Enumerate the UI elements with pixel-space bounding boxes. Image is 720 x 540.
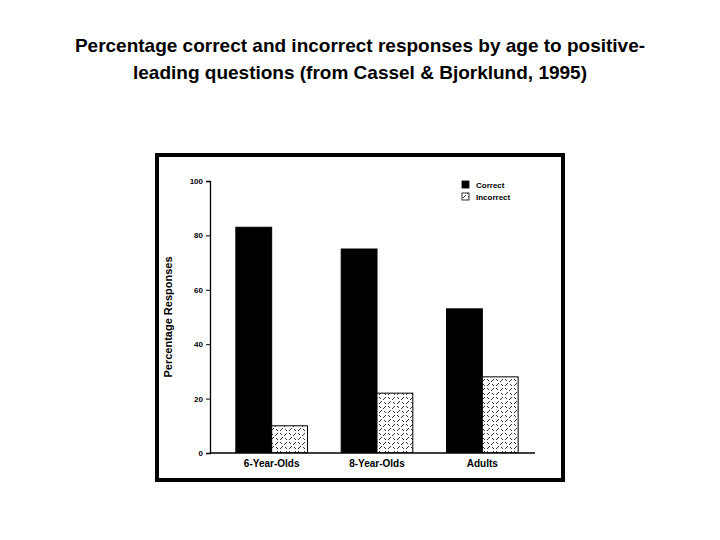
y-tick-mark (206, 235, 210, 236)
x-axis-line (210, 452, 535, 453)
y-tick: 0 (199, 449, 210, 458)
title-group: Percentage correct and incorrect respons… (75, 35, 645, 83)
y-tick-label: 0 (199, 449, 204, 458)
bar (482, 377, 518, 453)
y-tick-label: 20 (194, 395, 203, 404)
x-tick-label: Adults (467, 458, 499, 469)
y-axis: 0 20 40 60 80 100 (190, 177, 211, 458)
y-tick-mark (206, 453, 210, 454)
y-tick-label: 80 (194, 231, 203, 240)
y-tick-label: 40 (194, 340, 203, 349)
y-tick-mark (206, 344, 210, 345)
y-axis-title: Percentage Responses (162, 256, 174, 377)
y-tick: 60 (194, 286, 210, 295)
bar (272, 426, 308, 453)
legend-label: Correct (476, 181, 505, 190)
title: leading questions (from Cassel & Bjorklu… (133, 62, 587, 83)
legend-swatch (462, 181, 469, 188)
y-tick-mark (206, 181, 210, 182)
y-tick: 80 (194, 231, 210, 240)
y-axis-line (206, 182, 211, 454)
x-tick-label: 6-Year-Olds (244, 458, 300, 469)
legend: Correct Incorrect (462, 181, 511, 202)
x-axis: 6-Year-Olds 8-Year-Olds Adults (210, 453, 535, 469)
legend-swatch (462, 193, 469, 200)
y-tick: 20 (194, 395, 210, 404)
y-tick-mark (206, 399, 210, 400)
bars (236, 227, 518, 453)
title: Percentage correct and incorrect respons… (75, 35, 645, 56)
bar (236, 227, 272, 453)
x-tick: 8-Year-Olds (349, 453, 405, 469)
frame (157, 155, 563, 480)
y-tick: 100 (190, 177, 210, 186)
bar (447, 309, 483, 453)
x-tick: Adults (467, 453, 499, 469)
bar (377, 393, 413, 453)
y-tick-mark (206, 290, 210, 291)
chart: Percentage correct and incorrect respons… (0, 0, 720, 540)
bar (341, 249, 377, 453)
y-tick-label: 60 (194, 286, 203, 295)
y-tick-label: 100 (190, 177, 204, 186)
x-tick: 6-Year-Olds (244, 453, 300, 469)
y-tick: 40 (194, 340, 210, 349)
x-tick-label: 8-Year-Olds (349, 458, 405, 469)
legend-label: Incorrect (476, 193, 511, 202)
